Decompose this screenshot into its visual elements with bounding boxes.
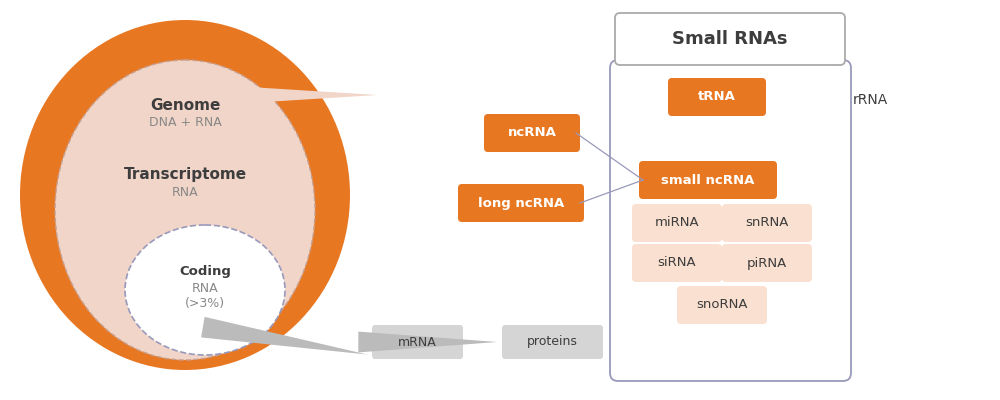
FancyBboxPatch shape	[502, 325, 603, 359]
Text: proteins: proteins	[527, 336, 578, 348]
Text: Transcriptome: Transcriptome	[123, 168, 247, 182]
FancyBboxPatch shape	[632, 204, 722, 242]
FancyBboxPatch shape	[372, 325, 463, 359]
Text: siRNA: siRNA	[658, 256, 696, 270]
Text: (>3%): (>3%)	[185, 298, 225, 310]
Ellipse shape	[55, 60, 315, 360]
Text: Genome: Genome	[150, 98, 220, 112]
Text: RNA: RNA	[192, 282, 218, 294]
Text: mRNA: mRNA	[398, 336, 437, 348]
Text: rRNA: rRNA	[852, 93, 888, 107]
Text: Small RNAs: Small RNAs	[672, 30, 788, 48]
Text: ncRNA: ncRNA	[508, 126, 556, 140]
FancyBboxPatch shape	[668, 78, 766, 116]
Text: long ncRNA: long ncRNA	[478, 196, 564, 210]
FancyBboxPatch shape	[484, 114, 580, 152]
FancyBboxPatch shape	[632, 244, 722, 282]
Text: RNA: RNA	[172, 186, 198, 200]
Text: Coding: Coding	[179, 266, 231, 278]
Ellipse shape	[125, 225, 285, 355]
Ellipse shape	[20, 20, 350, 370]
FancyBboxPatch shape	[458, 184, 584, 222]
FancyBboxPatch shape	[615, 13, 845, 65]
FancyBboxPatch shape	[639, 161, 777, 199]
Text: DNA + RNA: DNA + RNA	[149, 116, 221, 128]
Text: small ncRNA: small ncRNA	[661, 174, 755, 186]
FancyBboxPatch shape	[722, 244, 812, 282]
Text: miRNA: miRNA	[655, 216, 699, 230]
Text: piRNA: piRNA	[747, 256, 787, 270]
FancyBboxPatch shape	[610, 60, 851, 381]
Text: snoRNA: snoRNA	[696, 298, 748, 312]
Text: tRNA: tRNA	[698, 90, 736, 104]
Text: snRNA: snRNA	[745, 216, 789, 230]
FancyBboxPatch shape	[677, 286, 767, 324]
FancyBboxPatch shape	[722, 204, 812, 242]
